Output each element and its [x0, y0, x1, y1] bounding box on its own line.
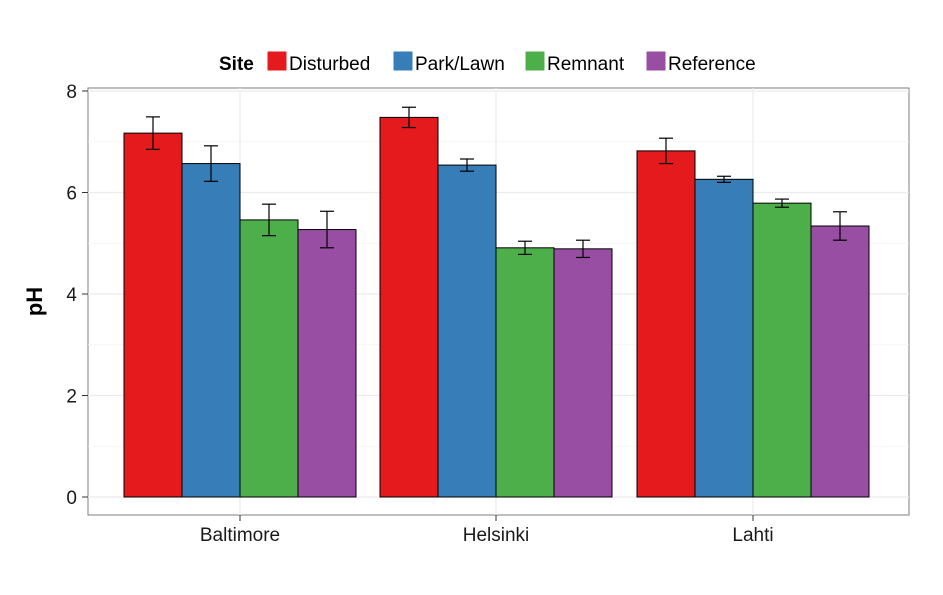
y-tick-label: 6: [66, 184, 77, 205]
y-axis-title: pH: [22, 287, 47, 316]
legend-label-reference: Reference: [668, 54, 756, 75]
bar-disturbed-baltimore: [123, 132, 183, 498]
y-tick-label: 4: [66, 285, 77, 306]
bar-disturbed-helsinki: [379, 116, 439, 498]
bar-reference-baltimore: [297, 229, 357, 498]
bars: [123, 116, 870, 498]
legend-label-park-lawn: Park/Lawn: [415, 54, 505, 75]
legend-label-disturbed: Disturbed: [289, 54, 370, 75]
bar-disturbed-lahti: [636, 150, 696, 498]
legend-swatch-disturbed: [266, 50, 288, 72]
bar-remnant-helsinki: [495, 247, 555, 498]
legend-swatch-reference: [645, 50, 667, 72]
x-tick-label: Lahti: [732, 525, 773, 546]
bar-remnant-lahti: [752, 202, 812, 498]
x-tick-label: Helsinki: [463, 525, 530, 546]
bar-park-lawn-baltimore: [181, 163, 241, 498]
legend-swatch-park-lawn: [392, 50, 414, 72]
bar-park-lawn-lahti: [694, 178, 754, 498]
x-axis: Baltimore Helsinki Lahti: [200, 515, 774, 546]
legend-swatch-remnant: [524, 50, 546, 72]
x-tick-label: Baltimore: [200, 525, 280, 546]
error-bars: [146, 106, 847, 259]
y-tick-label: 8: [66, 82, 77, 103]
y-axis: 0 2 4 6 8: [66, 82, 88, 509]
bar-remnant-baltimore: [239, 219, 299, 498]
bar-reference-lahti: [810, 225, 870, 498]
y-tick-label: 0: [66, 488, 77, 509]
legend: Site Disturbed Park/Lawn Remnant Reference: [219, 50, 756, 75]
bar-reference-helsinki: [553, 248, 613, 498]
legend-title: Site: [219, 54, 254, 75]
y-tick-label: 2: [66, 387, 77, 408]
legend-label-remnant: Remnant: [547, 54, 625, 75]
bar-park-lawn-helsinki: [437, 164, 497, 498]
